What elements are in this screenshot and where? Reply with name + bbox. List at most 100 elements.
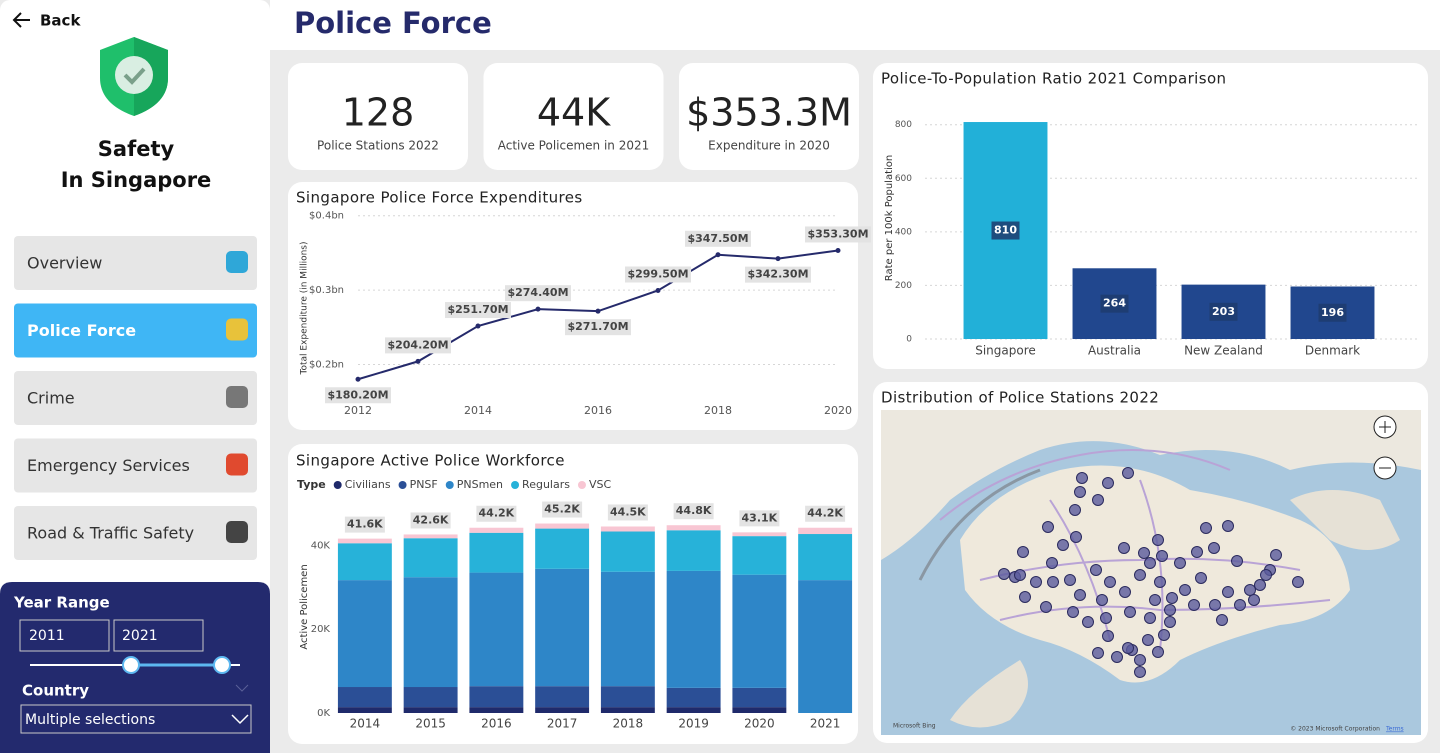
map-terms[interactable]: Terms [1385, 726, 1404, 733]
station-marker[interactable] [1096, 594, 1108, 606]
station-marker[interactable] [1092, 647, 1104, 659]
station-marker[interactable] [1104, 576, 1116, 588]
legend-label: Regulars [522, 478, 570, 491]
total-label-bg [542, 501, 583, 518]
station-marker[interactable] [1248, 594, 1260, 606]
station-marker[interactable] [1152, 534, 1164, 546]
station-marker[interactable] [1142, 634, 1154, 646]
station-marker[interactable] [1254, 579, 1266, 591]
station-marker[interactable] [1067, 606, 1079, 618]
station-marker[interactable] [1119, 586, 1131, 598]
station-marker[interactable] [1019, 591, 1031, 603]
station-marker[interactable] [1154, 576, 1166, 588]
station-marker[interactable] [1111, 651, 1123, 663]
station-marker[interactable] [1069, 504, 1081, 516]
station-marker[interactable] [1188, 599, 1200, 611]
station-marker[interactable] [1122, 467, 1134, 479]
year-input[interactable] [113, 619, 204, 652]
nav-button[interactable]: Road & Traffic Safety [14, 506, 257, 560]
station-marker[interactable] [1057, 539, 1069, 551]
bar-segment [732, 536, 787, 575]
station-marker[interactable] [1047, 576, 1059, 588]
station-marker[interactable] [1076, 472, 1088, 484]
station-marker[interactable] [1208, 542, 1220, 554]
station-marker[interactable] [1138, 547, 1150, 559]
station-marker[interactable] [1195, 572, 1207, 584]
station-marker[interactable] [1166, 592, 1178, 604]
station-marker[interactable] [1164, 604, 1176, 616]
station-marker[interactable] [1122, 642, 1134, 654]
station-marker[interactable] [1030, 576, 1042, 588]
station-marker[interactable] [1244, 584, 1256, 596]
slider-handle[interactable] [122, 656, 140, 674]
station-marker[interactable] [1042, 521, 1054, 533]
station-marker[interactable] [1134, 666, 1146, 678]
station-marker[interactable] [1074, 589, 1086, 601]
station-marker[interactable] [1134, 654, 1146, 666]
station-marker[interactable] [1102, 630, 1114, 642]
nav-button[interactable]: Emergency Services [14, 438, 257, 493]
country-dropdown[interactable] [20, 704, 252, 734]
station-marker[interactable] [1174, 557, 1186, 569]
station-marker[interactable] [1017, 546, 1029, 558]
nav-button[interactable]: Police Force [14, 303, 257, 358]
station-marker[interactable] [1092, 494, 1104, 506]
station-marker[interactable] [998, 568, 1010, 580]
station-marker[interactable] [1179, 584, 1191, 596]
map[interactable]: Microsoft Bing © 2023 Microsoft Corporat… [881, 410, 1421, 735]
x-tick-label: 2020 [824, 404, 852, 417]
nav-icon [226, 318, 248, 341]
station-marker[interactable] [1144, 612, 1156, 624]
station-marker[interactable] [1222, 520, 1234, 532]
bar-segment [337, 538, 392, 544]
station-marker[interactable] [1074, 486, 1086, 498]
station-marker[interactable] [1144, 557, 1156, 569]
station-marker[interactable] [1234, 599, 1246, 611]
kpi-label: Police Stations 2022 [317, 139, 439, 153]
total-label-bg [607, 504, 648, 521]
station-marker[interactable] [1064, 574, 1076, 586]
legend-label: PNSF [410, 478, 438, 491]
station-marker[interactable] [1118, 542, 1130, 554]
station-marker[interactable] [1209, 599, 1221, 611]
bar-segment [732, 707, 787, 713]
nav-button[interactable]: Crime [14, 371, 257, 425]
station-marker[interactable] [1124, 606, 1136, 618]
nav-icon [226, 453, 248, 476]
x-tick-label: Denmark [1305, 344, 1360, 358]
station-marker[interactable] [1156, 550, 1168, 562]
station-marker[interactable] [1152, 646, 1164, 658]
station-marker[interactable] [1158, 629, 1170, 641]
data-label: 196 [1321, 306, 1344, 319]
station-marker[interactable] [1260, 569, 1272, 581]
total-label: 45.2K [544, 503, 580, 516]
station-marker[interactable] [1014, 569, 1026, 581]
station-marker[interactable] [1149, 594, 1161, 606]
data-label-bg [325, 387, 391, 404]
station-marker[interactable] [1082, 616, 1094, 628]
station-marker[interactable] [1191, 546, 1203, 558]
station-marker[interactable] [1134, 569, 1146, 581]
nav-button-bg [14, 506, 257, 560]
station-marker[interactable] [1164, 616, 1176, 628]
station-marker[interactable] [1100, 612, 1112, 624]
station-marker[interactable] [1200, 522, 1212, 534]
station-marker[interactable] [1222, 586, 1234, 598]
station-marker[interactable] [1040, 601, 1052, 613]
y-tick-label: 400 [895, 227, 912, 237]
station-marker[interactable] [1070, 531, 1082, 543]
station-marker[interactable] [1292, 576, 1304, 588]
station-marker[interactable] [1216, 614, 1228, 626]
station-marker[interactable] [1090, 564, 1102, 576]
year-input[interactable] [19, 619, 110, 652]
station-marker[interactable] [1270, 549, 1282, 561]
slider-handle[interactable] [213, 656, 231, 674]
year-to: 2021 [122, 628, 158, 644]
nav-button[interactable]: Overview [14, 236, 257, 290]
station-marker[interactable] [1046, 557, 1058, 569]
station-marker[interactable] [1102, 477, 1114, 489]
point [835, 247, 841, 253]
station-marker[interactable] [1231, 555, 1243, 567]
back-button[interactable]: Back [12, 12, 81, 30]
bar-segment [469, 527, 524, 533]
